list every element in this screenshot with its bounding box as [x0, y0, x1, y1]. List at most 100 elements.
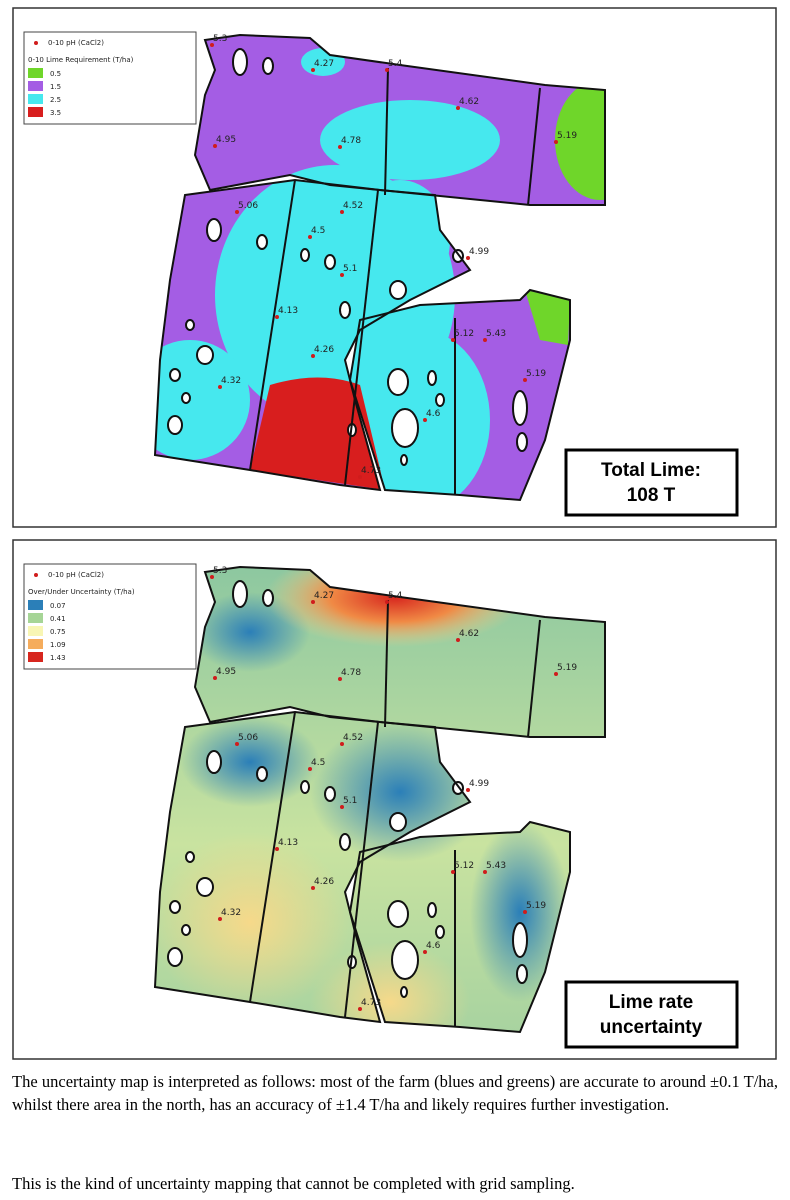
sample-point: [210, 43, 214, 47]
legend-box: [23, 563, 197, 670]
callout-text: 108 T: [627, 485, 676, 506]
sample-point: [385, 600, 389, 604]
sample-point: [451, 338, 455, 342]
ph-label: 4.27: [314, 59, 334, 69]
legend-label: 1.5: [50, 83, 61, 91]
sample-point: [483, 338, 487, 342]
ph-label: 5.19: [526, 901, 546, 911]
ph-label: 4.52: [343, 733, 363, 743]
legend-point-label: 0-10 pH (CaCl2): [48, 39, 104, 47]
sample-point: [308, 767, 312, 771]
legend-label: 2.5: [50, 96, 61, 104]
ph-label: 4.78: [341, 668, 361, 678]
legend-box: [23, 31, 197, 125]
sample-point: [340, 210, 344, 214]
ph-label: 5.19: [526, 369, 546, 379]
sample-point: [554, 140, 558, 144]
legend-title: Over/Under Uncertainty (T/ha): [28, 588, 135, 596]
sample-point: [358, 1007, 362, 1011]
ph-label: 5.4: [388, 591, 403, 601]
ph-label: 4.99: [469, 779, 489, 789]
legend-swatch: [28, 613, 43, 623]
sample-point: [213, 676, 217, 680]
ph-label: 4.13: [278, 838, 298, 848]
ph-label: 4.95: [216, 667, 236, 677]
sample-point: [456, 106, 460, 110]
sample-point: [218, 385, 222, 389]
ph-label: 5.12: [454, 329, 474, 339]
ph-label: 5.3: [213, 34, 227, 44]
callout-text: uncertainty: [600, 1017, 703, 1038]
ph-label: 5.1: [343, 264, 357, 274]
legend-point-label: 0-10 pH (CaCl2): [48, 571, 104, 579]
sample-point: [466, 788, 470, 792]
sample-point: [218, 917, 222, 921]
legend-swatch: [28, 652, 43, 662]
ph-label: 4.62: [459, 629, 479, 639]
sample-point: [340, 273, 344, 277]
maps: 5.3 4.27 5.4 4.62 5.19 4.95 4.78 5.06 4.52 4.5 5.1…: [12, 7, 777, 1060]
ph-label: 4.73: [361, 466, 381, 476]
legend-swatch: [28, 68, 43, 78]
legend-swatch: [28, 600, 43, 610]
legend-swatch: [28, 107, 43, 117]
ph-label: 4.62: [459, 97, 479, 107]
legend-swatch: [28, 81, 43, 91]
ph-label: 4.32: [221, 908, 241, 918]
legend-label: 1.43: [50, 654, 66, 662]
legend-label: 0.07: [50, 602, 66, 610]
sample-point: [451, 870, 455, 874]
ph-label: 5.4: [388, 59, 403, 69]
ph-label: 4.32: [221, 376, 241, 386]
sample-point: [423, 950, 427, 954]
paragraph: This is the kind of uncertainty mapping …: [12, 1174, 575, 1193]
ph-label: 4.5: [311, 226, 325, 236]
legend-point: [34, 41, 38, 45]
sample-point: [385, 68, 389, 72]
sample-point: [340, 805, 344, 809]
sample-point: [523, 378, 527, 382]
ph-label: 5.43: [486, 861, 506, 871]
ph-label: 4.95: [216, 135, 236, 145]
ph-label: 4.73: [361, 998, 381, 1008]
legend-swatch: [28, 639, 43, 649]
sample-point: [308, 235, 312, 239]
sample-point: [456, 638, 460, 642]
sample-point: [311, 68, 315, 72]
legend-swatch: [28, 626, 43, 636]
ph-label: 4.6: [426, 941, 441, 951]
ph-label: 4.78: [341, 136, 361, 146]
sample-point: [554, 672, 558, 676]
sample-point: [275, 847, 279, 851]
ph-label: 5.12: [454, 861, 474, 871]
ph-label: 4.26: [314, 345, 334, 355]
legend-label: 0.75: [50, 628, 66, 636]
callout-text: Lime rate: [609, 992, 693, 1013]
ph-label: 4.6: [426, 409, 441, 419]
ph-label: 5.43: [486, 329, 506, 339]
sample-point: [311, 886, 315, 890]
sample-point: [338, 145, 342, 149]
map-overlay: 5.3 4.27 5.4 4.62 5.19 4.95 4.78 5.06 4.52 4.5 5.1…: [23, 563, 739, 1049]
callout-text: Total Lime:: [601, 460, 701, 481]
sample-point: [235, 742, 239, 746]
sample-point: [275, 315, 279, 319]
legend-label: 3.5: [50, 109, 61, 117]
sample-point: [466, 256, 470, 260]
sample-point: [311, 354, 315, 358]
sample-point: [423, 418, 427, 422]
sample-point: [340, 742, 344, 746]
sample-point: [358, 475, 362, 479]
legend-title: 0-10 Lime Requirement (T/ha): [28, 56, 134, 64]
legend-label: 0.5: [50, 70, 61, 78]
map-overlay: 5.3 4.27 5.4 4.62 5.19 4.95 4.78 5.06 4.52 4.5 5.1…: [23, 31, 739, 517]
sample-point: [338, 677, 342, 681]
ph-label: 4.5: [311, 758, 325, 768]
legend-swatch: [28, 94, 43, 104]
sample-point: [483, 870, 487, 874]
legend-point: [34, 573, 38, 577]
legend-label: 1.09: [50, 641, 66, 649]
ph-label: 4.27: [314, 591, 334, 601]
callout-box: [564, 980, 739, 1049]
